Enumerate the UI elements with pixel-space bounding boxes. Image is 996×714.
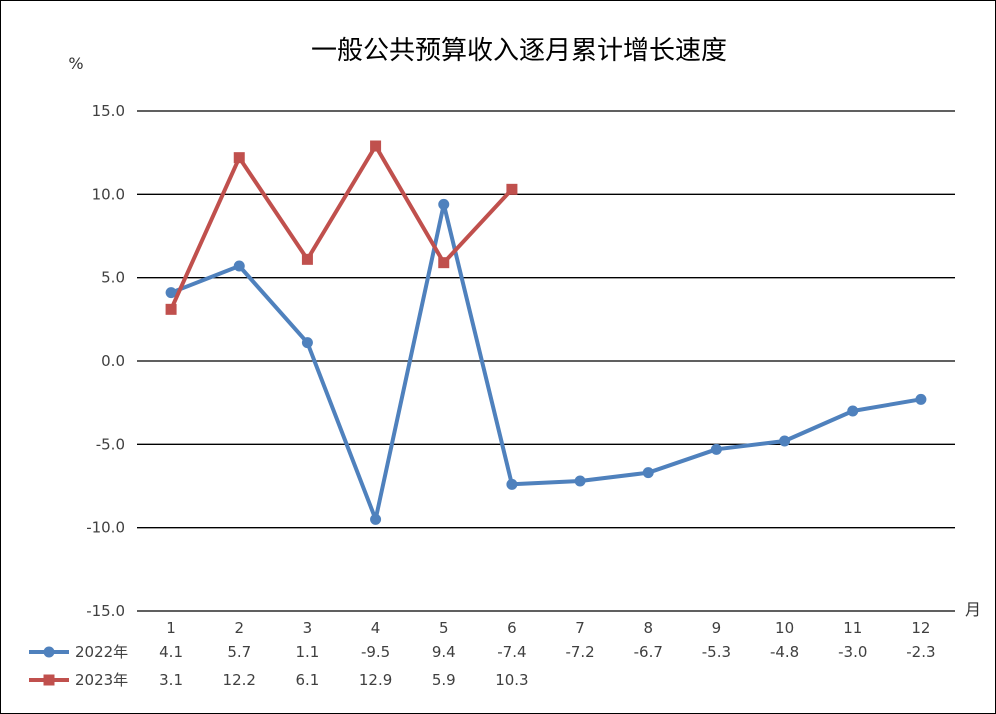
data-label: 1.1: [295, 643, 319, 661]
data-table-row: 2022年 4.1 5.7 1.1 -9.5 9.4 -7.4 -7.2 -6.7 -5.3 -4.…: [29, 643, 936, 661]
data-point: [233, 152, 245, 164]
series-1: [165, 198, 927, 525]
data-label: 5.7: [227, 643, 251, 661]
x-tick-label: 2: [234, 619, 244, 637]
x-tick-label: 5: [439, 619, 449, 637]
data-point: [165, 287, 177, 299]
x-tick-label: 12: [911, 619, 930, 637]
legend-marker: [43, 674, 55, 686]
data-point: [642, 467, 654, 479]
series-line: [169, 144, 514, 312]
x-tick-label: 11: [843, 619, 862, 637]
data-point: [847, 405, 859, 417]
data-point: [710, 443, 722, 455]
data-point: [438, 257, 450, 269]
data-point: [506, 478, 518, 490]
x-tick-label: 9: [712, 619, 722, 637]
data-label: -5.3: [702, 643, 731, 661]
x-tick-label: 4: [371, 619, 381, 637]
data-point: [301, 253, 313, 265]
data-label: 9.4: [432, 643, 456, 661]
data-label: 6.1: [295, 671, 319, 689]
gridlines: [137, 110, 955, 612]
data-label: 5.9: [432, 671, 456, 689]
data-label: -2.3: [906, 643, 935, 661]
legend-label: 2022年: [75, 643, 128, 661]
data-point: [506, 183, 518, 195]
x-tick-label: 10: [775, 619, 794, 637]
x-axis-unit: 月: [965, 600, 981, 619]
data-label: -7.4: [497, 643, 526, 661]
data-label: 12.2: [223, 671, 256, 689]
x-tick-label: 8: [643, 619, 653, 637]
legend-label: 2023年: [75, 671, 128, 689]
data-point: [438, 198, 450, 210]
data-point: [233, 260, 245, 272]
data-label: 12.9: [359, 671, 392, 689]
y-tick-labels: 15.0 10.0 5.0 0.0 -5.0 -10.0 -15.0: [86, 102, 125, 620]
x-tick-label: 3: [303, 619, 313, 637]
x-tick-label: 7: [575, 619, 585, 637]
data-point: [301, 337, 313, 349]
data-label: 10.3: [495, 671, 528, 689]
x-category-labels: 1 2 3 4 5 6 7 8 9 10 11 12: [166, 619, 930, 637]
y-tick-label: -5.0: [96, 435, 125, 453]
y-tick-label: -10.0: [86, 519, 125, 537]
data-point: [915, 393, 927, 405]
data-label: -7.2: [565, 643, 594, 661]
data-table: 2022年 4.1 5.7 1.1 -9.5 9.4 -7.4 -7.2 -6.7 -5.3 -4.…: [29, 643, 936, 689]
y-tick-label: -15.0: [86, 602, 125, 620]
series-lines: [165, 140, 927, 525]
data-point: [370, 513, 382, 525]
series-2: [165, 140, 518, 315]
chart-title: 一般公共预算收入逐月累计增长速度: [311, 36, 727, 66]
x-tick-label: 6: [507, 619, 517, 637]
legend-marker: [43, 646, 55, 658]
y-tick-label: 0.0: [101, 352, 125, 370]
x-tick-label: 1: [166, 619, 176, 637]
series-line: [169, 202, 923, 522]
data-label: 4.1: [159, 643, 183, 661]
y-axis-unit: %: [68, 54, 83, 73]
data-label: -6.7: [634, 643, 663, 661]
y-tick-label: 5.0: [101, 269, 125, 287]
data-label: 3.1: [159, 671, 183, 689]
data-point: [574, 475, 586, 487]
data-point: [370, 140, 382, 152]
data-point: [779, 435, 791, 447]
data-label: -3.0: [838, 643, 867, 661]
data-label: -9.5: [361, 643, 390, 661]
data-label: -4.8: [770, 643, 799, 661]
y-tick-label: 15.0: [92, 102, 125, 120]
data-table-row: 2023年 3.1 12.2 6.1 12.9 5.9 10.3: [29, 671, 529, 689]
data-point: [165, 303, 177, 315]
y-tick-label: 10.0: [92, 185, 125, 203]
